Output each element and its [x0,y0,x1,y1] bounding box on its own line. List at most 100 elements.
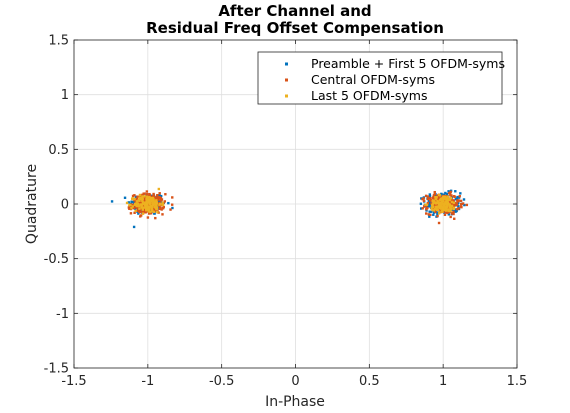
data-point [169,208,172,211]
data-point [148,192,151,196]
data-point [158,202,162,206]
data-point [456,201,460,205]
series-3 [125,187,456,215]
y-tick-label: -1 [56,307,69,322]
x-tick-label: -1 [141,374,154,389]
data-point [135,200,139,203]
data-point [448,203,451,206]
data-point [141,212,145,215]
data-point [133,211,136,214]
data-point [127,201,130,204]
data-point [433,207,437,211]
legend-entry: Central OFDM-syms [311,72,435,87]
data-point [137,199,140,202]
data-point [463,203,466,207]
data-point [452,207,456,211]
data-point [158,207,161,211]
data-point [430,207,433,210]
data-point [133,194,136,197]
data-point [421,197,424,201]
data-point [151,198,154,201]
data-point [135,197,138,200]
data-point [451,199,454,202]
data-point [441,193,445,196]
scatter-points [110,187,469,229]
data-point [438,205,441,208]
data-point [450,203,453,206]
data-point [459,192,462,195]
data-point [465,203,469,207]
data-point [427,199,431,202]
data-point [435,203,439,206]
y-tick-label: 0 [61,198,69,213]
data-point [459,199,463,203]
x-tick-label: 1 [439,374,447,389]
data-point [128,204,131,207]
data-point [424,203,427,206]
data-point [146,208,149,211]
data-point [449,193,452,197]
data-point [136,195,139,198]
data-point [141,210,144,214]
data-point [153,196,156,200]
data-point [131,205,134,208]
data-point [141,199,144,202]
data-point [424,194,428,198]
data-point [145,197,148,201]
x-axis-label: In-Phase [265,394,325,410]
data-point [160,208,163,211]
data-point [133,197,136,201]
data-point [141,208,144,211]
data-point [147,198,151,201]
data-point [439,201,442,205]
data-point [447,190,450,193]
data-point [148,201,151,205]
data-point [432,194,436,197]
data-point [428,196,432,200]
data-point [155,197,159,200]
data-point [429,198,433,202]
data-point [132,200,135,204]
data-point [430,204,434,207]
data-point [154,216,157,220]
data-point [444,208,447,211]
axis-ticks: -1.5 -1 -0.5 0 0.5 1 1.5 -1.5 -1 -0.5 0 0.5 1 1.5 [44,34,528,390]
data-point [450,207,453,211]
legend-marker [285,78,288,82]
y-tick-label: 0.5 [48,143,69,158]
data-point [163,200,167,203]
data-point [131,194,135,198]
data-point [145,195,149,198]
data-point [462,198,466,201]
data-point [442,208,446,212]
data-point [137,212,140,215]
data-point [151,205,154,208]
data-point [441,199,445,203]
data-point [156,194,159,197]
data-point [129,212,133,215]
data-point [141,198,144,201]
data-point [144,211,147,214]
data-point [150,196,154,200]
data-point [428,210,431,213]
data-point [452,212,455,216]
chart-title-line-1: After Channel and [218,2,371,20]
data-point [428,194,432,198]
data-point [439,197,443,201]
data-point [428,203,432,206]
data-point [149,210,152,214]
data-point [443,205,446,209]
data-point [138,210,142,213]
data-point [145,200,148,204]
data-point [141,201,145,204]
data-point [125,201,129,205]
data-point [141,195,144,198]
data-point [435,201,438,205]
data-point [438,206,441,210]
data-point [155,202,159,205]
data-point [138,207,141,210]
data-point [442,198,445,201]
data-point [438,195,441,199]
data-point [150,194,154,197]
